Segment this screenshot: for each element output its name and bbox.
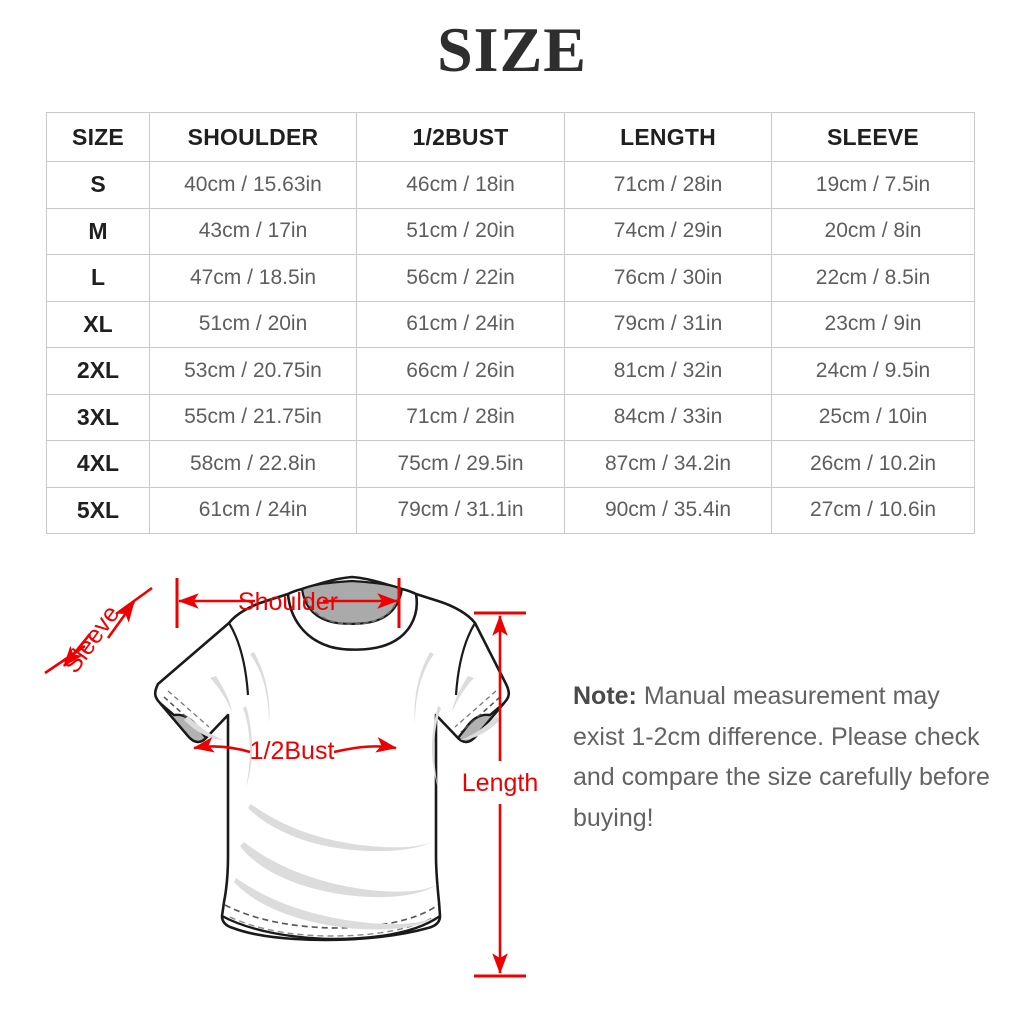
tshirt-artwork [153,575,511,942]
sleeve-value-cell: 27cm / 10.6in [771,486,975,534]
bottom-hem-stitching [224,904,439,929]
shoulder-value-cell: 43cm / 17in [149,207,357,255]
size-label-cell: 5XL [46,486,150,534]
length-value-cell: 74cm / 29in [564,207,772,255]
collar-stitching [305,597,399,625]
sleeve-value-cell: 22cm / 8.5in [771,254,975,302]
right-cuff [456,701,506,744]
table-row: XL 51cm / 20in 61cm / 24in 79cm / 31in 23cm … [46,300,975,348]
table-row: S 40cm / 15.63in 46cm / 18in 71cm / 28in 19c… [46,161,975,209]
sleeve-value-cell: 23cm / 9in [771,300,975,348]
size-label-cell: 2XL [46,347,150,395]
shoulder-value-cell: 61cm / 24in [149,486,357,534]
size-label-cell: 3XL [46,393,150,441]
bust-value-cell: 66cm / 26in [356,347,565,395]
table-body: S 40cm / 15.63in 46cm / 18in 71cm / 28in 19c… [46,161,975,534]
sleeve-value-cell: 26cm / 10.2in [771,440,975,488]
fabric-shading [184,652,500,930]
shoulder-value-cell: 55cm / 21.75in [149,393,357,441]
right-cuff-stitching [460,696,501,733]
sleeve-value-cell: 19cm / 7.5in [771,161,975,209]
size-label-cell: M [46,207,150,255]
shoulder-value-cell: 47cm / 18.5in [149,254,357,302]
sleeve-arrow-down [62,633,92,667]
table-row: L 47cm / 18.5in 56cm / 22in 76cm / 30in 22cm… [46,254,975,302]
sleeve-value-cell: 24cm / 9.5in [771,347,975,395]
length-value-cell: 90cm / 35.4in [564,486,772,534]
left-cuff-stitching-2 [167,690,210,728]
shoulder-label: Shoulder [238,588,338,616]
tshirt-measurement-illustration: Shoulder Sleeve 1/2Bust Length [44,575,538,978]
shoulder-value-cell: 51cm / 20in [149,300,357,348]
size-label-cell: S [46,161,150,209]
length-value-cell: 71cm / 28in [564,161,772,209]
column-header-length: LENGTH [564,112,772,162]
length-label: Length [462,769,538,797]
shoulder-value-cell: 40cm / 15.63in [149,161,357,209]
page-title: SIZE [437,14,587,85]
length-value-cell: 76cm / 30in [564,254,772,302]
shoulder-seam-right [454,622,476,696]
size-table-container: SIZE SHOULDER 1/2BUST LENGTH SLEEVE S 40c… [46,112,975,534]
bust-arrow-left [192,737,251,754]
table-row: M 43cm / 17in 51cm / 20in 74cm / 29in 20cm /… [46,207,975,255]
bottom-hem [221,914,441,941]
shoulder-value-cell: 58cm / 22.8in [149,440,357,488]
sleeve-tick-top [115,586,153,616]
size-table: SIZE SHOULDER 1/2BUST LENGTH SLEEVE S 40c… [46,112,975,534]
collar-ribbing [286,593,419,651]
bust-value-cell: 75cm / 29.5in [356,440,565,488]
sleeve-label: Sleeve [58,600,126,678]
sleeve-value-cell: 20cm / 8in [771,207,975,255]
size-label-cell: 4XL [46,440,150,488]
bust-arrow-right [333,737,398,754]
column-header-bust: 1/2BUST [356,112,565,162]
column-header-size: SIZE [46,112,150,162]
bust-value-cell: 56cm / 22in [356,254,565,302]
note-text: Manual measurement may exist 1-2cm diffe… [573,682,990,832]
column-header-shoulder: SHOULDER [149,112,357,162]
length-value-cell: 79cm / 31in [564,300,772,348]
table-row: 5XL 61cm / 24in 79cm / 31.1in 90cm / 35.4in… [46,486,975,534]
sleeve-arrow-up [106,601,136,639]
tshirt-diagram: Shoulder Sleeve 1/2Bust Length [0,548,1024,1024]
length-value-cell: 84cm / 33in [564,393,772,441]
bust-label: 1/2Bust [250,737,335,765]
bust-value-cell: 61cm / 24in [356,300,565,348]
shoulder-value-cell: 53cm / 20.75in [149,347,357,395]
table-row: 4XL 58cm / 22.8in 75cm / 29.5in 87cm / 34.2… [46,440,975,488]
bust-value-cell: 71cm / 28in [356,393,565,441]
length-value-cell: 87cm / 34.2in [564,440,772,488]
table-row: 3XL 55cm / 21.75in 71cm / 28in 84cm / 33in 2… [46,393,975,441]
shoulder-seam-left [228,622,250,696]
bust-value-cell: 46cm / 18in [356,161,565,209]
bust-value-cell: 51cm / 20in [356,207,565,255]
table-header-row: SIZE SHOULDER 1/2BUST LENGTH SLEEVE [46,112,975,162]
size-label-cell: XL [46,300,150,348]
right-cuff-stitching-2 [454,690,497,728]
bust-value-cell: 79cm / 31.1in [356,486,565,534]
measurement-note: Note: Manual measurement may exist 1-2cm… [573,676,993,838]
length-value-cell: 81cm / 32in [564,347,772,395]
table-row: 2XL 53cm / 20.75in 66cm / 26in 81cm / 32in 2… [46,347,975,395]
column-header-sleeve: SLEEVE [771,112,975,162]
note-label: Note: [573,682,637,710]
size-label-cell: L [46,254,150,302]
sleeve-value-cell: 25cm / 10in [771,393,975,441]
